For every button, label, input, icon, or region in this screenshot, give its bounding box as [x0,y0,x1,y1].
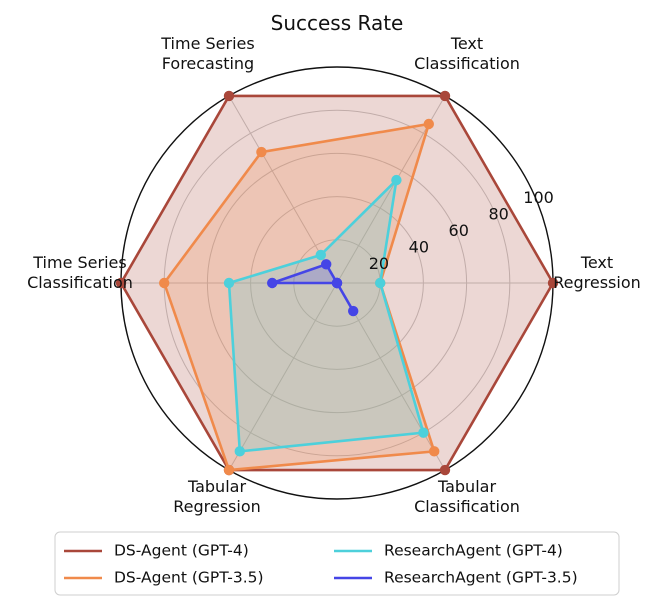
category-label: Tabular Regression [173,477,261,516]
category-label: Time Series Classification [27,253,133,292]
data-point [423,118,434,130]
series-group [267,259,359,317]
category-label: Time Series Forecasting [160,34,254,73]
data-point [223,90,235,102]
legend-item: DS-Agent (GPT-3.5) [64,569,264,587]
data-point [223,277,235,289]
series-fill [229,180,424,452]
data-point [315,249,326,261]
legend-label: ResearchAgent (GPT-3.5) [384,569,578,587]
legend-item: ResearchAgent (GPT-4) [334,542,563,560]
r-tick-label: 40 [409,237,429,256]
series-fill [272,264,354,312]
data-point [321,259,332,270]
r-tick-label: 100 [523,188,554,207]
r-tick-label: 60 [449,221,469,240]
data-point [331,277,343,289]
legend: DS-Agent (GPT-4) DS-Agent (GPT-3.5) Resear… [54,531,620,596]
category-label: Tabular Classification [414,477,520,516]
series-group [223,174,429,457]
data-point [159,277,170,289]
series-layer [115,90,559,476]
data-point [115,277,127,289]
data-point [391,174,402,186]
data-point [547,277,559,289]
data-point [439,464,451,476]
data-point [375,277,386,289]
data-point [256,146,267,158]
r-tick-label: 80 [488,204,508,223]
data-point [223,464,235,476]
legend-label: DS-Agent (GPT-3.5) [114,569,264,587]
chart-title: Success Rate [271,11,404,35]
category-label: Text Regression [553,253,641,292]
category-label: Text Classification [414,34,520,73]
legend-frame [54,531,620,596]
legend-label: DS-Agent (GPT-4) [114,542,249,560]
grid-spoke [228,282,338,471]
data-point [234,446,245,457]
data-point [429,446,440,457]
r-tick-label: 20 [369,254,389,273]
legend-label: ResearchAgent (GPT-4) [384,542,563,560]
label-layer: 20 40 60 80 100 Text Regression Text Classificat… [27,34,641,516]
data-point [418,427,429,438]
legend-item: DS-Agent (GPT-4) [64,542,249,560]
legend-item: ResearchAgent (GPT-3.5) [334,569,578,587]
data-point [267,277,278,289]
data-point [439,90,451,102]
data-point [348,305,359,317]
